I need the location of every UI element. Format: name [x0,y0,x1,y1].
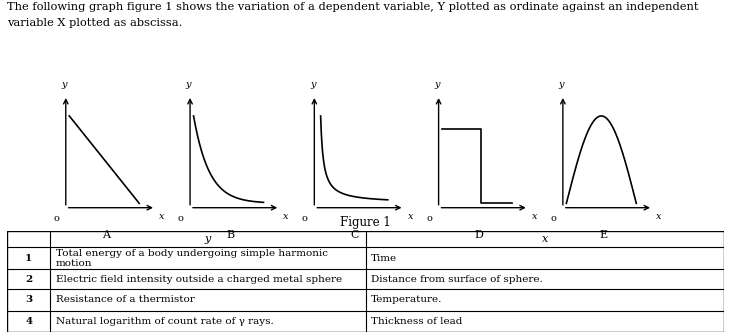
Text: motion: motion [56,259,93,268]
Text: The following graph figure 1 shows the variation of a dependent variable, Y plot: The following graph figure 1 shows the v… [7,2,699,12]
Text: D: D [474,230,483,240]
Text: Temperature.: Temperature. [371,295,442,305]
Text: C: C [350,230,359,240]
Text: Distance from surface of sphere.: Distance from surface of sphere. [371,275,543,284]
Text: x: x [408,212,413,221]
Text: 1: 1 [25,254,32,263]
Text: 2: 2 [25,275,32,284]
Text: Electric field intensity outside a charged metal sphere: Electric field intensity outside a charg… [56,275,342,284]
Text: o: o [302,214,308,223]
Text: y: y [205,234,211,244]
Text: x: x [532,212,537,221]
Text: A: A [102,230,110,240]
Text: y: y [434,80,440,89]
Text: o: o [426,214,432,223]
Text: variable X plotted as abscissa.: variable X plotted as abscissa. [7,18,183,28]
Text: x: x [284,212,289,221]
Text: Total energy of a body undergoing simple harmonic: Total energy of a body undergoing simple… [56,249,328,258]
Text: o: o [550,214,556,223]
Text: y: y [558,80,564,89]
Text: Figure 1: Figure 1 [340,216,391,229]
Text: E: E [599,230,607,240]
Text: Natural logarithm of count rate of γ rays.: Natural logarithm of count rate of γ ray… [56,317,274,326]
Text: y: y [186,80,192,89]
Text: Time: Time [371,254,398,263]
Text: Resistance of a thermistor: Resistance of a thermistor [56,295,194,305]
Text: x: x [542,234,548,244]
Text: Thickness of lead: Thickness of lead [371,317,463,326]
Text: o: o [53,214,59,223]
Text: y: y [310,80,316,89]
Text: 3: 3 [26,295,32,305]
Text: 4: 4 [26,317,32,326]
Text: B: B [226,230,235,240]
Text: x: x [656,212,662,221]
Text: x: x [159,212,164,221]
Text: o: o [178,214,183,223]
Text: y: y [61,80,67,89]
